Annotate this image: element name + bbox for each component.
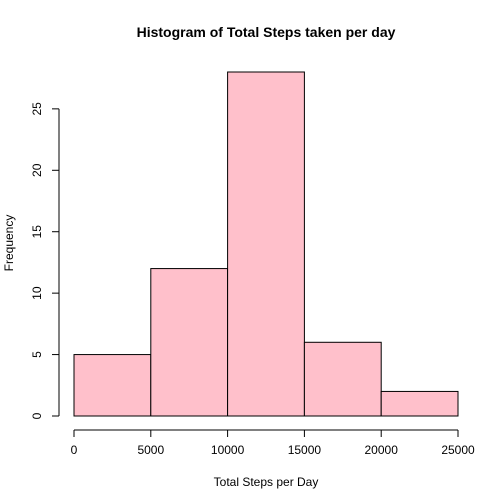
y-tick-label: 5 bbox=[30, 351, 44, 358]
y-tick-label: 0 bbox=[30, 412, 44, 419]
x-tick-label: 20000 bbox=[365, 443, 399, 457]
y-tick-label: 10 bbox=[30, 286, 44, 300]
chart-title: Histogram of Total Steps taken per day bbox=[137, 24, 396, 40]
x-tick-label: 15000 bbox=[288, 443, 322, 457]
y-axis: 0 5 10 15 20 25 bbox=[30, 102, 59, 419]
histogram-bar-3 bbox=[304, 342, 381, 416]
histogram-bar-0 bbox=[74, 355, 151, 416]
histogram-bar-2 bbox=[228, 72, 305, 416]
x-tick-label: 5000 bbox=[137, 443, 164, 457]
x-tick-label: 0 bbox=[71, 443, 78, 457]
y-tick-label: 20 bbox=[30, 163, 44, 177]
histogram-bar-1 bbox=[151, 269, 228, 416]
bars-group bbox=[74, 72, 458, 416]
x-axis-label: Total Steps per Day bbox=[214, 475, 319, 489]
y-tick-label: 25 bbox=[30, 102, 44, 116]
y-axis-label: Frequency bbox=[2, 215, 16, 272]
x-axis: 0 5000 10000 15000 20000 25000 bbox=[71, 430, 475, 457]
x-tick-label: 25000 bbox=[441, 443, 475, 457]
y-tick-label: 15 bbox=[30, 225, 44, 239]
histogram-bar-4 bbox=[381, 391, 458, 416]
x-tick-label: 10000 bbox=[211, 443, 245, 457]
